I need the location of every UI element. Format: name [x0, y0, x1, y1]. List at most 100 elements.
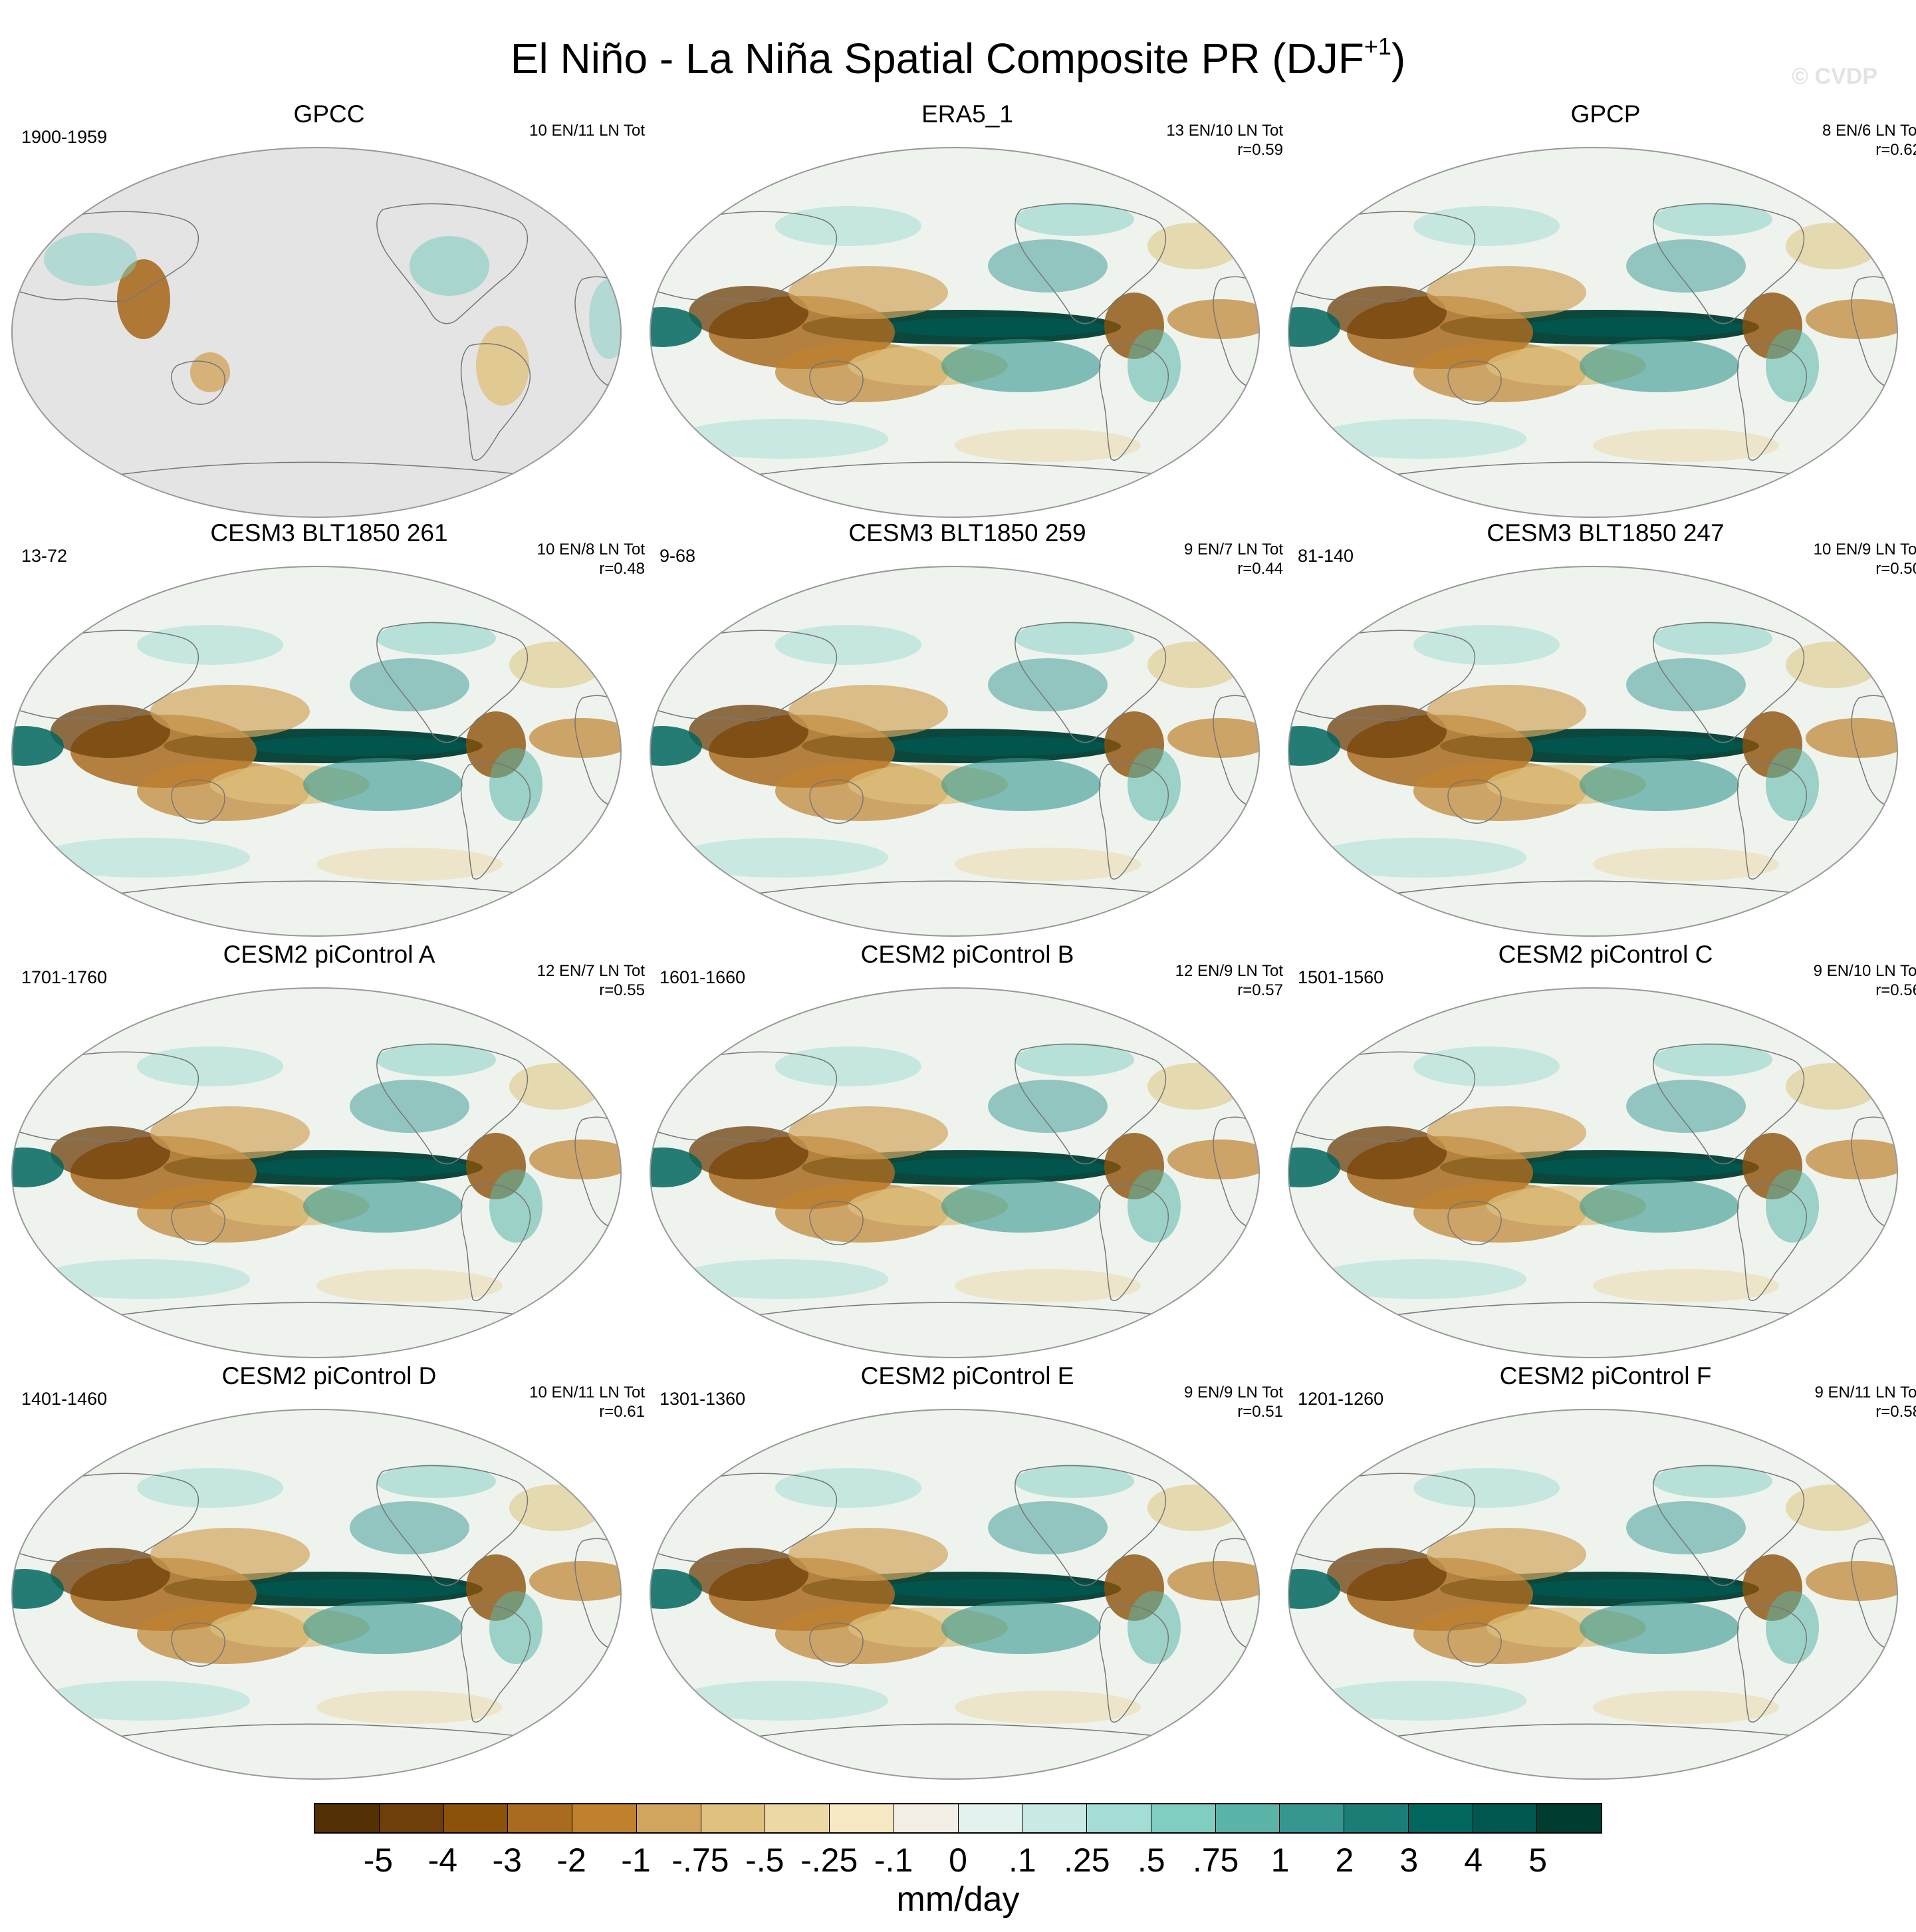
map-panel: CESM3 BLT1850 261 13-72 10 EN/8 LN Tot r=0.… — [11, 519, 648, 939]
colorbar-box — [1087, 1804, 1151, 1832]
robinson-map — [1288, 987, 1898, 1358]
event-count-label: 12 EN/9 LN Tot — [1175, 962, 1283, 980]
asia-outline — [650, 1051, 838, 1143]
panel-title: CESM2 piControl A — [223, 941, 435, 968]
colorbar-box — [701, 1804, 766, 1832]
colorbar-tick-label: -3 — [492, 1842, 522, 1879]
panel-event-counts: 9 EN/7 LN Tot r=0.44 — [1124, 540, 1283, 578]
panel-title: CESM2 piControl C — [1498, 941, 1713, 968]
colorbar-tick-label: -2 — [556, 1842, 586, 1879]
colorbar-box — [379, 1804, 444, 1832]
colorbar-box — [572, 1804, 637, 1832]
panel-years: 1701-1760 — [21, 967, 108, 987]
panel-years: 1501-1560 — [1298, 967, 1384, 987]
colorbar-box — [894, 1804, 959, 1832]
colorbar-tick-label: .25 — [1064, 1842, 1110, 1879]
map-panel: CESM2 piControl B 1601-1660 12 EN/9 LN Tot… — [649, 940, 1286, 1360]
australia-outline — [171, 1201, 225, 1245]
figure-title: El Niño - La Niña Spatial Composite PR (… — [510, 33, 1406, 82]
north-america-outline — [1015, 203, 1167, 324]
map-border — [650, 147, 1260, 518]
panel-years: 1201-1260 — [1298, 1389, 1384, 1409]
robinson-map — [650, 566, 1260, 937]
north-america-outline — [1653, 203, 1805, 324]
colorbar-tick-label: 5 — [1528, 1842, 1547, 1879]
map-panel: CESM2 piControl A 1701-1760 12 EN/7 LN Tot… — [11, 940, 648, 1360]
colorbar-tick-label: 0 — [949, 1842, 967, 1879]
map-border — [1288, 147, 1898, 518]
robinson-map — [650, 1409, 1260, 1780]
colorbar-box — [1022, 1804, 1087, 1832]
event-count-label: 8 EN/6 LN Tot — [1822, 122, 1916, 140]
north-america-outline — [1015, 1465, 1167, 1586]
panel-years: 13-72 — [21, 546, 68, 566]
panel-title: GPCP — [1570, 100, 1641, 128]
panel-event-counts: 10 EN/11 LN Tot r=0.61 — [485, 1383, 645, 1421]
panel-event-counts: 13 EN/10 LN Tot r=0.59 — [1124, 121, 1283, 160]
australia-outline — [171, 360, 225, 405]
pattern-correlation: r=0.59 — [1237, 141, 1283, 159]
pattern-correlation: r=0.56 — [1875, 981, 1916, 999]
south-america-outline — [1736, 762, 1808, 880]
colorbar-box — [1537, 1804, 1601, 1832]
colorbar-tick-label: .5 — [1137, 1842, 1165, 1879]
pattern-correlation: r=0.55 — [599, 981, 645, 999]
colorbar-tick-label: .1 — [1009, 1842, 1036, 1879]
colorbar-units: mm/day — [896, 1880, 1020, 1919]
robinson-map — [650, 987, 1260, 1358]
robinson-map — [1288, 1409, 1898, 1780]
colorbar-box — [958, 1804, 1023, 1832]
pattern-correlation: r=0.51 — [1237, 1403, 1283, 1421]
australia-outline — [171, 1622, 225, 1667]
event-count-label: 10 EN/9 LN Tot — [1813, 541, 1916, 558]
panel-event-counts: 12 EN/9 LN Tot r=0.57 — [1124, 961, 1283, 1000]
map-border — [1288, 566, 1898, 937]
south-america-outline — [1098, 1183, 1169, 1301]
map-border — [1288, 1409, 1898, 1780]
event-count-label: 10 EN/11 LN Tot — [529, 1384, 645, 1401]
robinson-map — [11, 566, 622, 937]
pattern-correlation: r=0.57 — [1237, 981, 1283, 999]
colorbar-box — [1344, 1804, 1409, 1832]
map-border — [11, 987, 622, 1358]
colorbar-tick-label: -.25 — [800, 1842, 858, 1879]
australia-outline — [1447, 779, 1502, 824]
asia-outline — [12, 630, 199, 721]
colorbar-tick-label: -5 — [363, 1842, 394, 1879]
north-america-outline — [1015, 1043, 1167, 1165]
colorbar-box — [443, 1804, 509, 1832]
panel-event-counts: 9 EN/9 LN Tot r=0.51 — [1124, 1383, 1283, 1421]
pattern-correlation: r=0.58 — [1875, 1403, 1916, 1421]
colorbar-tick-label: .75 — [1192, 1842, 1239, 1879]
map-panel: CESM2 piControl C 1501-1560 9 EN/10 LN Tot… — [1287, 940, 1916, 1360]
panel-title: CESM2 piControl F — [1499, 1362, 1712, 1389]
panel-title: ERA5_1 — [921, 100, 1013, 128]
event-count-label: 9 EN/7 LN Tot — [1184, 541, 1283, 558]
asia-outline — [1288, 1473, 1476, 1564]
panel-event-counts: 10 EN/8 LN Tot r=0.48 — [485, 540, 645, 578]
map-panel: CESM3 BLT1850 247 81-140 10 EN/9 LN Tot r=0… — [1287, 519, 1916, 939]
australia-outline — [1447, 360, 1502, 405]
north-america-outline — [376, 203, 529, 324]
cvdp-watermark: © CVDP — [1792, 64, 1877, 89]
panel-years: 81-140 — [1298, 546, 1354, 566]
robinson-map — [11, 147, 622, 518]
event-count-label: 10 EN/8 LN Tot — [537, 541, 645, 558]
event-count-label: 9 EN/10 LN Tot — [1813, 962, 1916, 980]
asia-outline — [1288, 211, 1476, 302]
north-america-outline — [1015, 622, 1167, 743]
map-panel: CESM2 piControl E 1301-1360 9 EN/9 LN Tot r… — [649, 1362, 1286, 1782]
north-america-outline — [1653, 622, 1805, 743]
panel-event-counts: 9 EN/11 LN Tot r=0.58 — [1762, 1383, 1916, 1421]
south-america-outline — [460, 343, 531, 461]
map-border — [11, 1409, 622, 1780]
panel-title: CESM3 BLT1850 261 — [210, 519, 448, 546]
colorbar-box — [636, 1804, 701, 1832]
colorbar — [314, 1803, 1602, 1834]
event-count-label: 13 EN/10 LN Tot — [1166, 122, 1283, 140]
south-america-outline — [1098, 343, 1169, 461]
panel-title: CESM2 piControl B — [860, 941, 1074, 968]
australia-outline — [171, 779, 225, 824]
